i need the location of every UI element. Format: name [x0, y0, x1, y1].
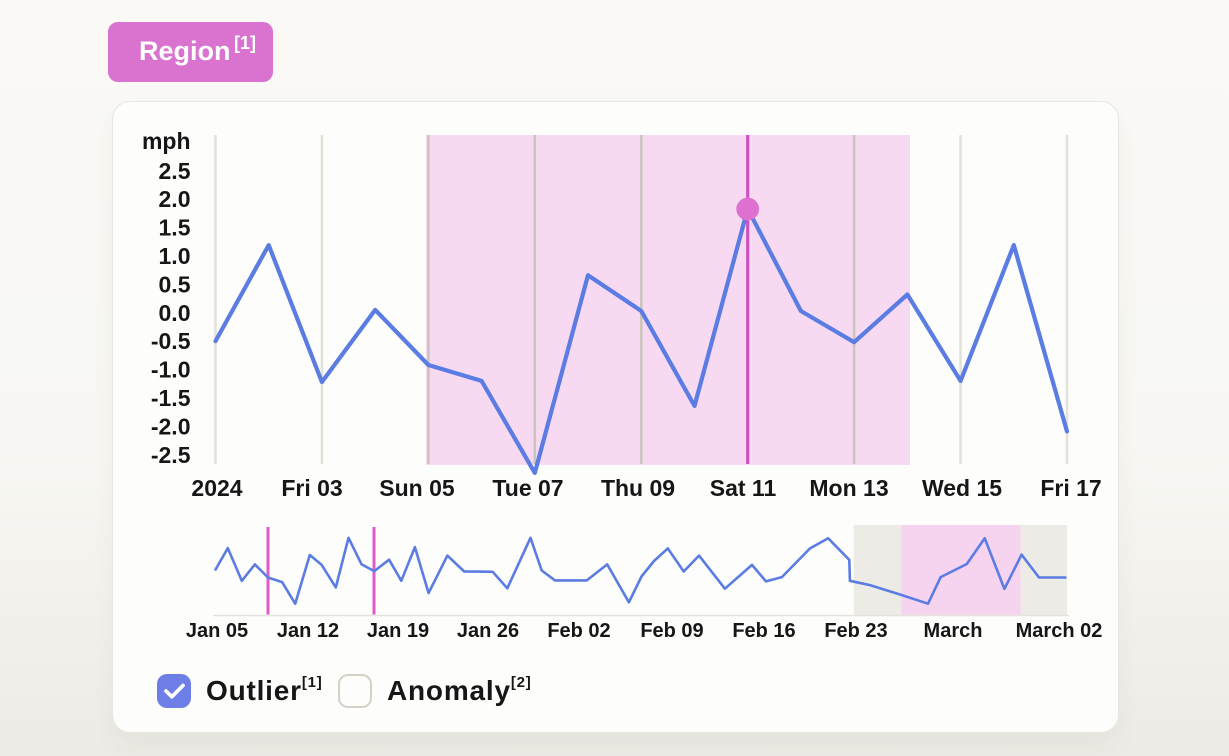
- svg-text:Sun 05: Sun 05: [379, 475, 455, 501]
- svg-text:Wed 15: Wed 15: [922, 475, 1002, 501]
- svg-text:Jan 19: Jan 19: [367, 620, 429, 642]
- svg-text:2024: 2024: [191, 475, 242, 501]
- svg-text:Mon 13: Mon 13: [809, 475, 888, 501]
- svg-text:Sat 11: Sat 11: [710, 475, 777, 501]
- svg-text:Jan 05: Jan 05: [186, 620, 248, 642]
- svg-text:Thu 09: Thu 09: [601, 475, 675, 501]
- svg-text:Fri 17: Fri 17: [1040, 475, 1101, 501]
- svg-text:mph: mph: [142, 128, 191, 154]
- svg-text:0.0: 0.0: [159, 300, 191, 326]
- svg-text:-2.5: -2.5: [151, 442, 191, 468]
- svg-text:-1.5: -1.5: [151, 385, 191, 411]
- svg-text:Jan 26: Jan 26: [457, 620, 519, 642]
- svg-text:-2.0: -2.0: [151, 413, 191, 439]
- svg-text:1.5: 1.5: [159, 215, 191, 241]
- svg-text:Fri 03: Fri 03: [281, 475, 342, 501]
- svg-text:0.5: 0.5: [159, 271, 191, 297]
- svg-text:Tue 07: Tue 07: [492, 475, 563, 501]
- svg-text:2.0: 2.0: [159, 186, 191, 212]
- svg-text:-0.5: -0.5: [151, 328, 191, 354]
- svg-text:Feb 16: Feb 16: [732, 620, 795, 642]
- svg-text:-1.0: -1.0: [151, 357, 191, 383]
- svg-text:2.5: 2.5: [159, 158, 191, 184]
- svg-text:March: March: [924, 620, 983, 642]
- svg-text:March 02: March 02: [1016, 620, 1103, 642]
- svg-text:Feb 23: Feb 23: [824, 620, 887, 642]
- svg-text:Feb 02: Feb 02: [547, 620, 610, 642]
- svg-text:Feb 09: Feb 09: [640, 620, 703, 642]
- svg-text:Jan 12: Jan 12: [277, 620, 339, 642]
- svg-text:1.0: 1.0: [159, 243, 191, 269]
